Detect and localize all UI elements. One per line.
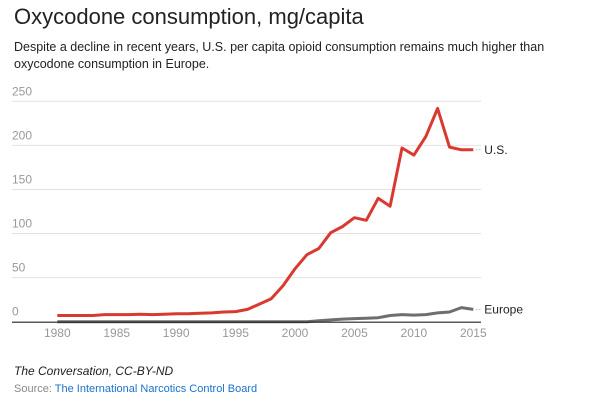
x-tick-label: 1980: [44, 326, 71, 340]
source-link[interactable]: The International Narcotics Control Boar…: [54, 383, 258, 395]
series-label: U.S.: [484, 143, 507, 157]
y-tick-label: 250: [12, 84, 32, 98]
y-tick-label: 150: [12, 172, 32, 186]
x-tick-label: 2005: [341, 326, 368, 340]
y-tick-label: 200: [12, 128, 32, 142]
x-tick-label: 2010: [401, 326, 428, 340]
credit: The Conversation, CC-BY-ND: [14, 364, 174, 378]
chart-subtitle: Despite a decline in recent years, U.S. …: [14, 40, 545, 71]
series-label: Europe: [484, 302, 523, 316]
y-tick-label: 100: [12, 217, 32, 231]
y-tick-label: 0: [12, 305, 19, 319]
x-tick-label: 1995: [222, 326, 249, 340]
y-tick-label: 50: [12, 261, 26, 275]
x-tick-label: 1990: [163, 326, 190, 340]
line-chart: 0 50 100 150 200 250 1980 1985 1990 1995 2000 2005 2…: [12, 84, 523, 340]
source-line: Source: The International Narcotics Cont…: [14, 383, 257, 395]
x-tick-label: 1985: [103, 326, 130, 340]
series-line-us: [57, 106, 474, 317]
source-label: Source:: [14, 383, 52, 395]
chart-title: Oxycodone consumption, mg/capita: [14, 4, 364, 29]
x-tick-label: 2015: [460, 326, 487, 340]
x-tick-label: 2000: [282, 326, 309, 340]
